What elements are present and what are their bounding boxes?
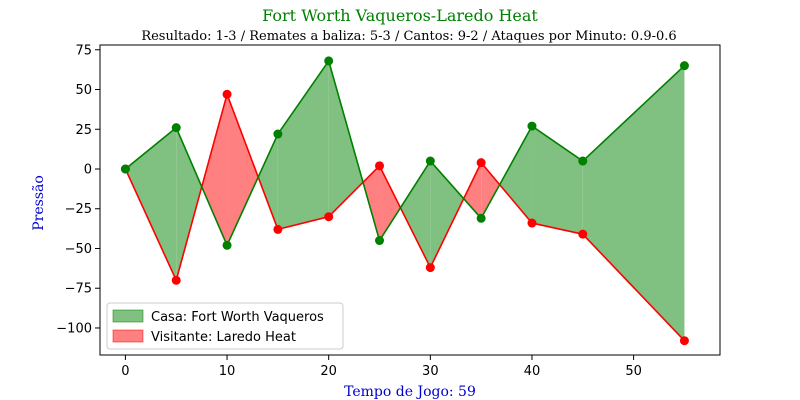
- home-data-point: [578, 156, 588, 166]
- away-advantage-area: [363, 165, 380, 241]
- away-data-point: [222, 89, 232, 99]
- home-advantage-area: [328, 60, 364, 217]
- home-data-point: [120, 164, 130, 174]
- y-axis-label: Pressão: [31, 175, 47, 231]
- legend-home-swatch: [112, 309, 144, 323]
- home-advantage-area: [531, 126, 583, 235]
- home-data-point: [375, 236, 385, 246]
- away-advantage-area: [463, 162, 482, 219]
- home-data-point: [324, 56, 334, 66]
- away-data-point: [527, 218, 537, 228]
- home-data-point: [527, 121, 537, 131]
- away-data-point: [425, 263, 435, 273]
- y-tick-label: −75: [65, 282, 92, 297]
- away-data-point: [324, 212, 334, 222]
- away-advantage-area: [481, 162, 500, 219]
- home-advantage-area: [582, 65, 685, 341]
- home-data-point: [679, 61, 689, 71]
- legend-home-label: Casa: Fort Worth Vaqueros: [151, 310, 324, 325]
- home-advantage-area: [176, 127, 202, 281]
- away-data-point: [375, 161, 385, 171]
- y-tick-label: −25: [65, 202, 92, 217]
- x-tick-label: 10: [219, 364, 236, 379]
- legend-away-swatch: [112, 329, 144, 343]
- home-advantage-area: [400, 161, 431, 268]
- home-advantage-area: [125, 127, 177, 281]
- chart-subtitle: Resultado: 1-3 / Remates a baliza: 5-3 /…: [141, 29, 676, 44]
- home-data-point: [171, 123, 181, 133]
- y-tick-label: 75: [75, 43, 92, 58]
- home-advantage-area: [430, 161, 464, 268]
- legend-box: [106, 302, 344, 350]
- y-tick-label: 25: [75, 123, 92, 138]
- chart-title: Fort Worth Vaqueros-Laredo Heat: [262, 6, 538, 25]
- away-advantage-area: [201, 94, 228, 246]
- away-data-point: [476, 158, 486, 168]
- away-data-point: [578, 229, 588, 239]
- home-data-point: [425, 156, 435, 166]
- y-tick-label: −50: [65, 242, 92, 257]
- x-tick-label: 30: [422, 364, 439, 379]
- y-tick-label: 0: [84, 163, 92, 178]
- home-advantage-area: [277, 60, 329, 230]
- plot-frame: [99, 44, 721, 356]
- x-tick-label: 50: [625, 364, 642, 379]
- away-advantage-area: [379, 165, 401, 241]
- x-axis-label: Tempo de Jogo: 59: [344, 384, 476, 400]
- x-tick-label: 20: [320, 364, 337, 379]
- legend-away-label: Visitante: Laredo Heat: [151, 330, 296, 345]
- x-tick-label: 40: [524, 364, 541, 379]
- home-data-point: [222, 240, 232, 250]
- home-data-point: [476, 213, 486, 223]
- y-tick-label: 50: [75, 83, 92, 98]
- x-tick-label: 0: [121, 364, 129, 379]
- away-advantage-area: [227, 94, 259, 246]
- home-advantage-area: [499, 126, 532, 224]
- away-data-point: [679, 336, 689, 346]
- away-data-point: [171, 275, 181, 285]
- y-tick-label: −100: [56, 321, 92, 336]
- home-data-point: [273, 129, 283, 139]
- away-data-point: [273, 224, 283, 234]
- home-advantage-area: [258, 134, 278, 230]
